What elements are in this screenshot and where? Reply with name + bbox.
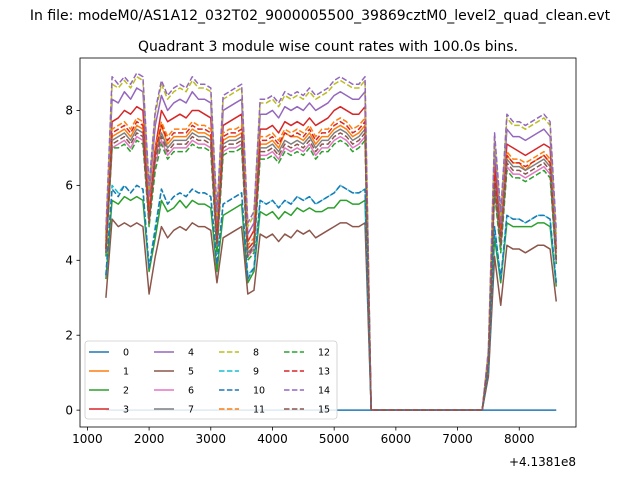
x-tick-label: 8000	[504, 432, 535, 446]
legend-label-10: 10	[253, 386, 265, 397]
x-tick-label: 4000	[257, 432, 288, 446]
x-tick-label: 3000	[196, 432, 227, 446]
y-tick-label: 0	[65, 403, 73, 417]
series-line-15	[105, 132, 558, 411]
legend-frame	[84, 340, 338, 420]
x-axis-offset-label: +4.1381e8	[509, 455, 576, 469]
plot-lines	[105, 72, 558, 411]
legend-label-15: 15	[318, 405, 330, 416]
legend-label-14: 14	[318, 386, 330, 397]
x-tick-label: 6000	[381, 432, 412, 446]
x-tick-label: 2000	[134, 432, 165, 446]
x-tick-label: 5000	[319, 432, 350, 446]
series-line-14	[105, 72, 558, 411]
y-tick-label: 8	[65, 104, 73, 118]
legend-label-11: 11	[253, 405, 265, 416]
legend-label-2: 2	[123, 386, 129, 397]
legend-label-13: 13	[318, 367, 330, 378]
chart-title: Quadrant 3 module wise count rates with …	[138, 39, 518, 55]
x-tick-label: 7000	[442, 432, 473, 446]
x-axis: 1000 2000 3000 4000 5000 6000 7000 8000	[72, 427, 535, 446]
y-tick-label: 4	[65, 254, 73, 268]
y-tick-label: 2	[65, 329, 73, 343]
legend-label-6: 6	[188, 386, 194, 397]
y-tick-label: 6	[65, 179, 73, 193]
legend-label-9: 9	[253, 367, 259, 378]
series-line-13	[105, 120, 558, 411]
figure-title: In file: modeM0/AS1A12_032T02_9000005500…	[30, 8, 611, 24]
legend-label-0: 0	[123, 348, 129, 359]
y-axis: 0 2 4 6 8	[65, 104, 80, 417]
legend-label-12: 12	[318, 348, 330, 359]
x-tick-label: 1000	[72, 432, 103, 446]
legend-label-7: 7	[188, 405, 194, 416]
series-line-12	[105, 139, 558, 411]
series-line-11	[105, 117, 558, 411]
plot-area-frame	[79, 57, 577, 428]
legend-label-5: 5	[188, 367, 194, 378]
legend-label-4: 4	[188, 348, 194, 359]
legend-label-1: 1	[123, 367, 129, 378]
legend-label-3: 3	[123, 405, 129, 416]
legend-label-8: 8	[253, 348, 259, 359]
